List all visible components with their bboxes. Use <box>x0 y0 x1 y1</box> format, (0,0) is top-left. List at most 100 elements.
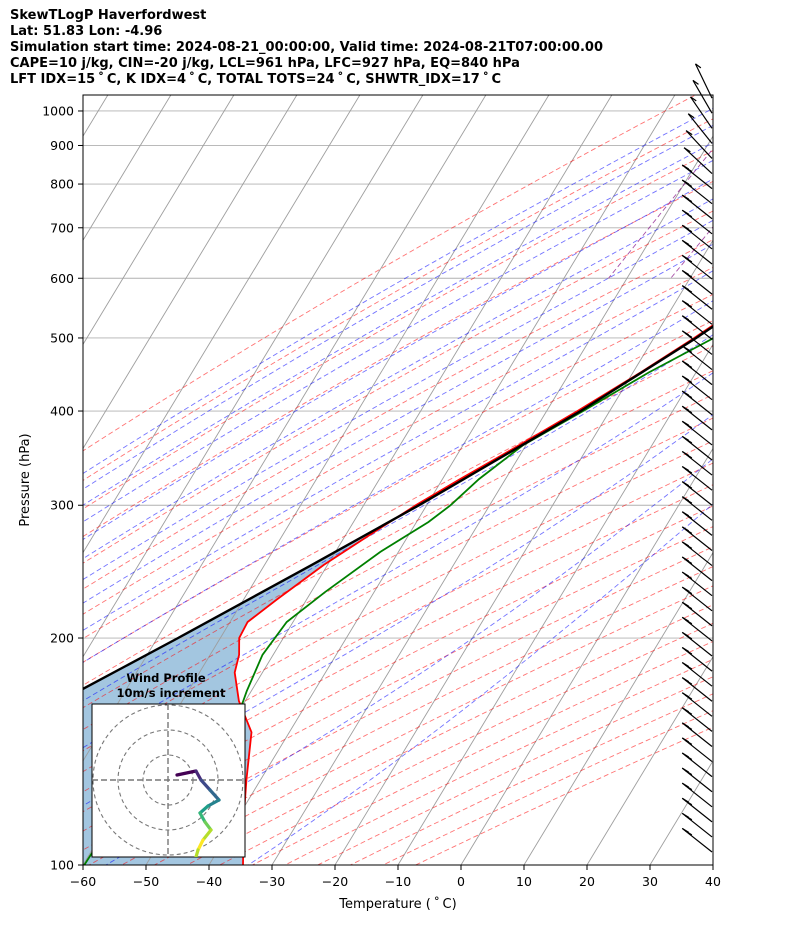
x-tick-label: −40 <box>196 874 222 889</box>
isotherm-line <box>271 135 713 865</box>
wind-barb <box>681 481 713 506</box>
hodograph-segment <box>175 769 198 777</box>
wind-barb <box>681 300 713 325</box>
isotherm-line <box>83 95 487 762</box>
hodograph-segment <box>203 820 213 832</box>
dry-adiabat-line <box>83 266 713 615</box>
wind-barb <box>681 662 713 687</box>
wind-barb <box>681 375 713 401</box>
hodograph-segment <box>194 848 200 857</box>
hodograph-segment <box>198 804 210 815</box>
wind-barb-staff <box>687 113 713 144</box>
moist-adiabat-line <box>83 372 713 749</box>
wind-barb-flag <box>685 589 693 595</box>
isotherm-line <box>755 80 794 900</box>
isotherm-line <box>649 759 713 865</box>
wind-barb <box>681 722 713 747</box>
wind-barb-flag <box>685 694 693 700</box>
isotherm-line <box>334 239 713 865</box>
wind-barb-flag <box>685 242 693 248</box>
y-tick-label: 500 <box>50 330 74 345</box>
wind-barb-flag <box>695 63 702 69</box>
wind-barb <box>681 466 713 491</box>
hodograph-segment <box>194 769 203 782</box>
wind-barb-flag <box>685 257 693 263</box>
isotherm-line <box>83 95 172 242</box>
moist-adiabat-line <box>83 219 713 581</box>
x-tick-label: 0 <box>457 874 465 889</box>
x-tick-label: −50 <box>133 874 159 889</box>
x-tick-label: −30 <box>259 874 285 889</box>
y-tick-label: 700 <box>50 220 74 235</box>
temperature-line <box>233 324 713 865</box>
wind-profile-hodograph <box>175 769 221 857</box>
moist-adiabat-line <box>83 270 713 631</box>
wind-barb <box>681 571 713 597</box>
wind-barb <box>681 511 713 536</box>
wind-barb-flag <box>685 815 693 821</box>
wind-profile-inset: Wind Profile 10m/s increment <box>91 671 246 858</box>
axes: −60 −50 −40 −30 −20 −10 0 10 20 30 40 100 200 300 400 5… <box>42 103 721 889</box>
wind-barb <box>681 164 713 190</box>
wind-barb-flag <box>683 147 691 153</box>
dewpoint-line <box>83 337 713 865</box>
wind-barb-flag <box>685 604 693 610</box>
wind-barb-flag <box>685 287 693 293</box>
wind-barb <box>681 827 713 853</box>
wind-barb <box>681 420 713 446</box>
wind-barb <box>681 330 713 355</box>
moist-adiabat-line <box>83 178 713 541</box>
wind-barb-flag <box>685 408 693 414</box>
wind-barb-flag <box>685 317 693 323</box>
wind-barb-flag <box>685 227 693 233</box>
wind-barb <box>681 556 713 582</box>
wind-barb-flag <box>685 483 693 489</box>
wind-barb-flag <box>685 709 693 715</box>
isotherm-line <box>83 95 235 346</box>
y-tick-label: 400 <box>50 404 74 419</box>
dry-adiabats <box>83 95 713 865</box>
wind-barb <box>681 692 713 717</box>
wind-barb-flag <box>687 113 695 119</box>
x-tick-label: −60 <box>70 874 96 889</box>
isotherm-line <box>397 343 713 865</box>
wind-barb <box>690 96 713 129</box>
wind-barb-flag <box>685 754 693 761</box>
wind-barb-staff <box>683 147 713 174</box>
wind-barb <box>681 315 713 340</box>
wind-barb-flag <box>692 79 699 85</box>
isotherm-line <box>523 551 713 865</box>
y-tick-label: 900 <box>50 138 74 153</box>
wind-barb <box>681 707 713 732</box>
wind-barb <box>681 285 713 310</box>
isotherm-line <box>83 95 361 554</box>
mixing-ratio-line <box>670 226 713 279</box>
hodograph-segment <box>199 778 212 792</box>
wind-barb <box>683 147 713 174</box>
moist-adiabat-line <box>83 414 713 807</box>
wind-barb <box>681 450 713 476</box>
wind-barb <box>681 239 713 265</box>
wind-barb-flag <box>685 378 693 384</box>
x-tick-label: 30 <box>642 874 658 889</box>
mixing-ratio-line <box>722 95 794 278</box>
wind-barb-flag <box>685 166 693 172</box>
wind-barb-flag <box>685 272 693 278</box>
mixing-ratio-line <box>608 148 713 279</box>
wind-barb <box>681 270 713 295</box>
isotherm-line <box>83 95 424 658</box>
dry-adiabat-line <box>83 150 713 510</box>
y-tick-label: 100 <box>50 858 74 873</box>
wind-barb-staff <box>690 96 713 129</box>
wind-barb-flag <box>685 679 693 685</box>
isobar-grid <box>83 110 713 865</box>
wind-barb <box>681 646 713 672</box>
wind-barb <box>681 496 713 521</box>
dry-adiabat-line <box>120 566 713 865</box>
wind-barb <box>681 631 713 657</box>
isotherm-line <box>586 655 713 865</box>
wind-barb <box>681 360 713 386</box>
dry-adiabat-line <box>83 210 713 564</box>
wind-barb <box>681 209 713 235</box>
wind-barb <box>681 405 713 431</box>
